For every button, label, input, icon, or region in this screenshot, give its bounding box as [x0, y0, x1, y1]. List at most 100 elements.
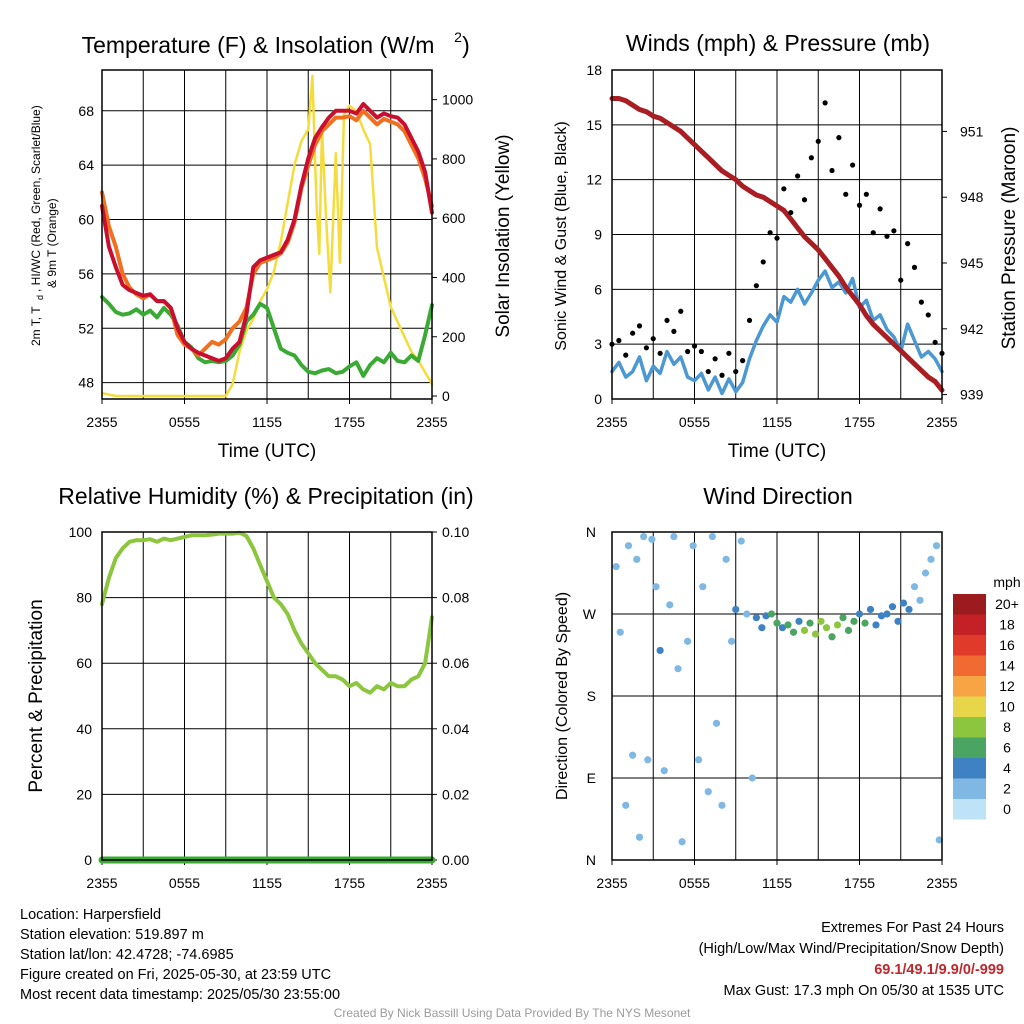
- direction-point: [704, 788, 712, 796]
- direction-point: [927, 555, 935, 563]
- direction-point: [910, 583, 919, 591]
- direction-point: [674, 665, 682, 673]
- gust-point: [829, 167, 835, 174]
- direction-point: [861, 619, 869, 627]
- gust-point: [795, 173, 801, 179]
- y-tick-label: 18: [586, 62, 602, 78]
- gust-point: [630, 330, 636, 336]
- direction-point: [652, 583, 660, 591]
- y-tick-label: 40: [76, 721, 92, 737]
- gust-point: [932, 339, 938, 345]
- y-tick-label: 6: [594, 281, 602, 297]
- direction-point: [784, 621, 792, 629]
- direction-point: [828, 633, 836, 641]
- colorbar-swatch: [953, 594, 986, 615]
- plot-border: [611, 531, 943, 861]
- chart-title: Wind Direction: [703, 483, 853, 509]
- colorbar-swatch: [953, 696, 986, 717]
- series-pressure: [609, 96, 945, 393]
- gust-point: [815, 138, 821, 144]
- y2-axis-label: Solar Insolation (Yellow): [493, 134, 514, 337]
- colorbar-label: 10: [999, 699, 1015, 715]
- colorbar-swatch: [953, 758, 986, 779]
- x-tick-label: 2355: [926, 875, 957, 891]
- y-axis-label: Sonic Wind & Gust (Blue, Black): [553, 121, 570, 350]
- gust-point: [767, 230, 773, 236]
- gust-point: [918, 299, 924, 305]
- series-2m-t: [100, 102, 434, 363]
- y2-tick-label: 0.00: [442, 852, 469, 868]
- plot-border: [611, 69, 943, 400]
- series-insolation: [100, 74, 434, 398]
- direction-point: [778, 624, 787, 632]
- colorbar-label: 18: [999, 617, 1015, 633]
- colorbar-label: 6: [1003, 740, 1011, 756]
- y-tick-label: 48: [78, 375, 94, 391]
- gust-point: [678, 308, 684, 314]
- colorbar-swatch: [953, 614, 986, 635]
- direction-point: [718, 801, 726, 809]
- direction-point: [932, 542, 941, 550]
- y-tick-label: 9: [594, 227, 602, 243]
- y-tick-label: 20: [76, 786, 92, 802]
- y-tick-label: E: [587, 770, 596, 786]
- x-tick-label: 0555: [169, 875, 200, 891]
- y2-tick-label: 0.04: [442, 721, 469, 737]
- extremes-values: 69.1/49.1/9.9/0/-999: [874, 962, 1004, 978]
- direction-point: [629, 751, 637, 759]
- x-tick-label: 1155: [762, 875, 792, 891]
- colorbar-label: 8: [1003, 719, 1011, 735]
- gust-point: [891, 228, 897, 234]
- extremes-title: Extremes For Past 24 Hours: [821, 920, 1004, 936]
- gust-point: [850, 162, 856, 168]
- gust-point: [712, 356, 718, 362]
- direction-point: [732, 605, 740, 614]
- y-tick-label: N: [586, 524, 596, 540]
- gust-point: [856, 202, 863, 208]
- direction-point: [839, 614, 847, 622]
- direction-point: [795, 617, 803, 625]
- gust-point: [808, 155, 814, 161]
- colorbar-label: 14: [999, 658, 1015, 674]
- series-wind: [610, 269, 944, 396]
- direction-point: [660, 767, 668, 775]
- gust-point: [623, 352, 629, 358]
- gust-point: [836, 135, 842, 141]
- direction-point: [817, 617, 825, 625]
- extremes-subtitle: (High/Low/Max Wind/Precipitation/Snow De…: [698, 941, 1004, 957]
- gust-point: [746, 317, 753, 324]
- direction-point: [624, 542, 633, 550]
- gust-point: [898, 277, 904, 283]
- colorbar-label: 2: [1003, 781, 1011, 797]
- series-rh: [100, 530, 434, 695]
- gust-point: [698, 348, 704, 355]
- y2-tick-label: 600: [442, 210, 466, 226]
- y-tick-label: 56: [78, 266, 94, 282]
- y-axis-label-subscript: d: [35, 295, 45, 300]
- y-axis-label: Direction (Colored By Speed): [554, 592, 571, 800]
- y2-tick-label: 0.02: [442, 786, 469, 802]
- gust-point: [726, 350, 732, 356]
- latlon-text: Station lat/lon: 42.4728; -74.6985: [20, 947, 234, 963]
- x-axis-label: Time (UTC): [218, 441, 317, 462]
- direction-point: [612, 563, 620, 571]
- chart-title: Relative Humidity (%) & Precipitation (i…: [58, 483, 473, 509]
- panel-3: 2355 0555 1155 1755 2355 0 20 40 60 80 100 0.00 0.02…: [26, 483, 474, 891]
- y2-tick-label: 800: [442, 151, 466, 167]
- x-axis-label: Time (UTC): [728, 441, 827, 462]
- direction-point: [800, 626, 809, 635]
- direction-point: [722, 555, 730, 563]
- x-tick-label: 2355: [596, 875, 627, 891]
- y-tick-label: 15: [586, 117, 602, 133]
- gust-point: [911, 264, 918, 270]
- gust-point: [774, 235, 780, 241]
- x-tick-label: 2355: [86, 875, 117, 891]
- x-tick-label: 2355: [416, 875, 447, 891]
- direction-point: [833, 621, 842, 629]
- chart-title: Winds (mph) & Pressure (mb): [626, 30, 930, 56]
- direction-point: [888, 603, 897, 611]
- direction-point: [806, 619, 814, 627]
- gust-point: [705, 368, 711, 375]
- direction-point: [921, 569, 930, 577]
